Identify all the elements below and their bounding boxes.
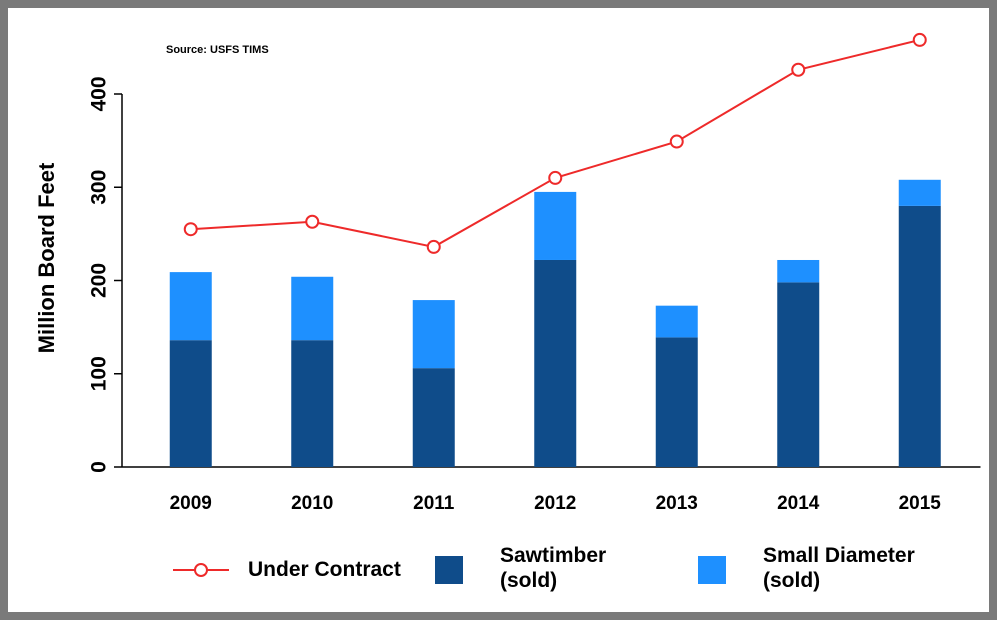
legend-label: Sawtimber (sold) <box>500 544 607 592</box>
x-tick-label: 2014 <box>777 493 820 514</box>
bar <box>777 259 820 283</box>
y-axis-label: Million Board Feet <box>34 162 59 353</box>
line-marker <box>183 222 198 237</box>
x-tick-label: 2009 <box>170 493 212 514</box>
y-tick-label: 400 <box>88 76 111 111</box>
legend-label: Under Contract <box>248 558 401 581</box>
x-tick-label: 2015 <box>899 493 942 514</box>
y-tick-label: 0 <box>88 461 111 473</box>
bar <box>412 300 455 369</box>
bar <box>655 337 698 467</box>
bar <box>291 276 334 341</box>
line-marker <box>669 134 684 149</box>
line-marker <box>426 239 441 254</box>
bar <box>898 179 941 206</box>
bar <box>412 368 455 467</box>
legend-label: Small Diameter (sold) <box>763 544 915 592</box>
line-marker <box>791 62 806 77</box>
x-tick-label: 2011 <box>413 493 455 514</box>
bar <box>169 272 212 341</box>
legend-swatch <box>698 556 726 584</box>
bar <box>291 340 334 467</box>
x-tick-label: 2013 <box>656 493 698 514</box>
line-marker <box>305 214 320 229</box>
source-note: Source: USFS TIMS <box>166 44 269 56</box>
legend-swatch <box>435 556 463 584</box>
y-tick-label: 300 <box>88 170 111 205</box>
y-tick-label: 200 <box>88 263 111 298</box>
bar <box>534 191 577 260</box>
bar <box>169 340 212 467</box>
bar <box>655 305 698 338</box>
chart: Source: USFS TIMS Million Board Feet 0 10… <box>34 32 981 584</box>
line-marker <box>548 170 563 185</box>
x-tick-label: 2012 <box>534 493 576 514</box>
bar <box>898 205 941 467</box>
line-marker <box>912 32 927 47</box>
legend-marker <box>194 563 208 577</box>
x-tick-label: 2010 <box>291 493 333 514</box>
y-tick-label: 100 <box>88 356 111 391</box>
bar <box>777 282 820 467</box>
bar <box>534 259 577 467</box>
